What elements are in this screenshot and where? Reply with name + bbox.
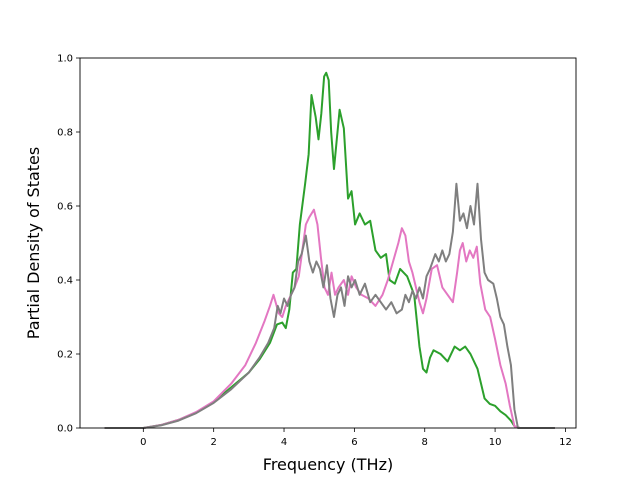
series-line-2 bbox=[104, 208, 555, 429]
plot-frame bbox=[79, 57, 577, 429]
x-axis-label: Frequency (THz) bbox=[263, 455, 393, 474]
series-layer bbox=[104, 71, 555, 429]
y-tick-label: 1.0 bbox=[57, 54, 73, 65]
y-tick-label: 0.0 bbox=[57, 424, 73, 435]
series-line-3 bbox=[104, 182, 555, 429]
y-tick-label: 0.8 bbox=[57, 128, 73, 139]
y-axis-label: Partial Density of States bbox=[24, 147, 43, 339]
x-tick-label: 0 bbox=[140, 437, 146, 448]
x-tick-label: 4 bbox=[281, 437, 287, 448]
x-tick-label: 2 bbox=[210, 437, 216, 448]
x-tick-label: 12 bbox=[559, 437, 572, 448]
x-ticks: 0 2 4 6 8 10 12 bbox=[140, 428, 572, 448]
x-tick-label: 8 bbox=[422, 437, 428, 448]
y-tick-label: 0.6 bbox=[57, 202, 73, 213]
y-tick-label: 0.4 bbox=[57, 276, 73, 287]
x-tick-label: 10 bbox=[489, 437, 502, 448]
x-tick-label: 6 bbox=[351, 437, 357, 448]
y-tick-label: 0.2 bbox=[57, 350, 73, 361]
y-ticks: 0.0 0.2 0.4 0.6 0.8 1.0 bbox=[57, 54, 80, 435]
series-line-1 bbox=[104, 71, 555, 429]
